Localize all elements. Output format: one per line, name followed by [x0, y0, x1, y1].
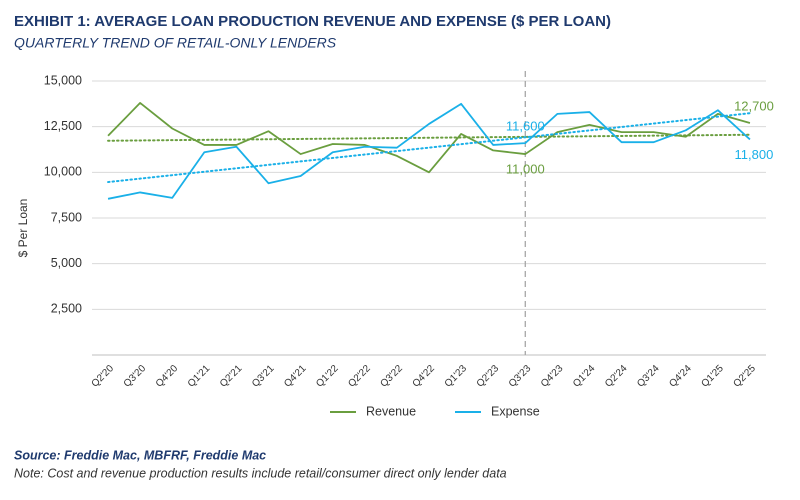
- x-tick-label: Q1'24: [571, 363, 598, 390]
- x-tick-label: Q4'22: [411, 363, 438, 390]
- x-tick-label: Q2'20: [90, 363, 117, 390]
- legend-label: Revenue: [366, 404, 416, 418]
- trend-line: [107, 112, 751, 184]
- series-line: [107, 102, 751, 174]
- x-tick-label: Q4'21: [282, 363, 309, 390]
- x-tick-label: Q2'21: [218, 363, 245, 390]
- x-tick-label: Q1'25: [699, 363, 726, 390]
- x-tick-label: Q3'24: [635, 363, 662, 390]
- x-tick-label: Q3'23: [507, 363, 534, 390]
- x-tick-label: Q1'21: [186, 363, 213, 390]
- y-tick-label: 15,000: [44, 73, 82, 87]
- x-tick-label: Q3'21: [250, 363, 277, 390]
- y-tick-label: 10,000: [44, 165, 82, 179]
- x-tick-label: Q2'25: [732, 363, 759, 390]
- note: Note: Cost and revenue production result…: [14, 466, 507, 480]
- data-label: 11,800: [735, 147, 774, 162]
- source: Source: Freddie Mac, MBFRF, Freddie Mac: [14, 448, 266, 462]
- y-tick-label: 2,500: [51, 302, 82, 316]
- trend-line: [107, 133, 751, 142]
- x-tick-label: Q2'24: [603, 363, 630, 390]
- x-tick-label: Q3'22: [378, 363, 405, 390]
- y-axis-label: $ Per Loan: [16, 199, 30, 258]
- data-label: 12,700: [734, 98, 774, 113]
- x-tick-label: Q1'22: [314, 363, 341, 390]
- x-tick-label: Q1'23: [443, 363, 470, 390]
- y-tick-label: 7,500: [51, 210, 82, 224]
- y-tick-label: 12,500: [44, 119, 82, 133]
- x-tick-label: Q3'20: [122, 363, 149, 390]
- chart-subtitle: QUARTERLY TREND OF RETAIL-ONLY LENDERS: [14, 35, 337, 51]
- data-label: 11,600: [506, 119, 545, 134]
- chart-title: EXHIBIT 1: AVERAGE LOAN PRODUCTION REVEN…: [14, 13, 611, 30]
- x-tick-label: Q2'22: [346, 363, 373, 390]
- x-tick-label: Q4'23: [539, 363, 566, 390]
- y-tick-label: 5,000: [51, 256, 82, 270]
- data-label: 11,000: [506, 162, 545, 177]
- x-tick-label: Q4'24: [667, 363, 694, 390]
- x-tick-label: Q4'20: [154, 363, 181, 390]
- series-line: [107, 102, 751, 200]
- x-tick-label: Q2'23: [475, 363, 502, 390]
- legend-label: Expense: [491, 404, 540, 418]
